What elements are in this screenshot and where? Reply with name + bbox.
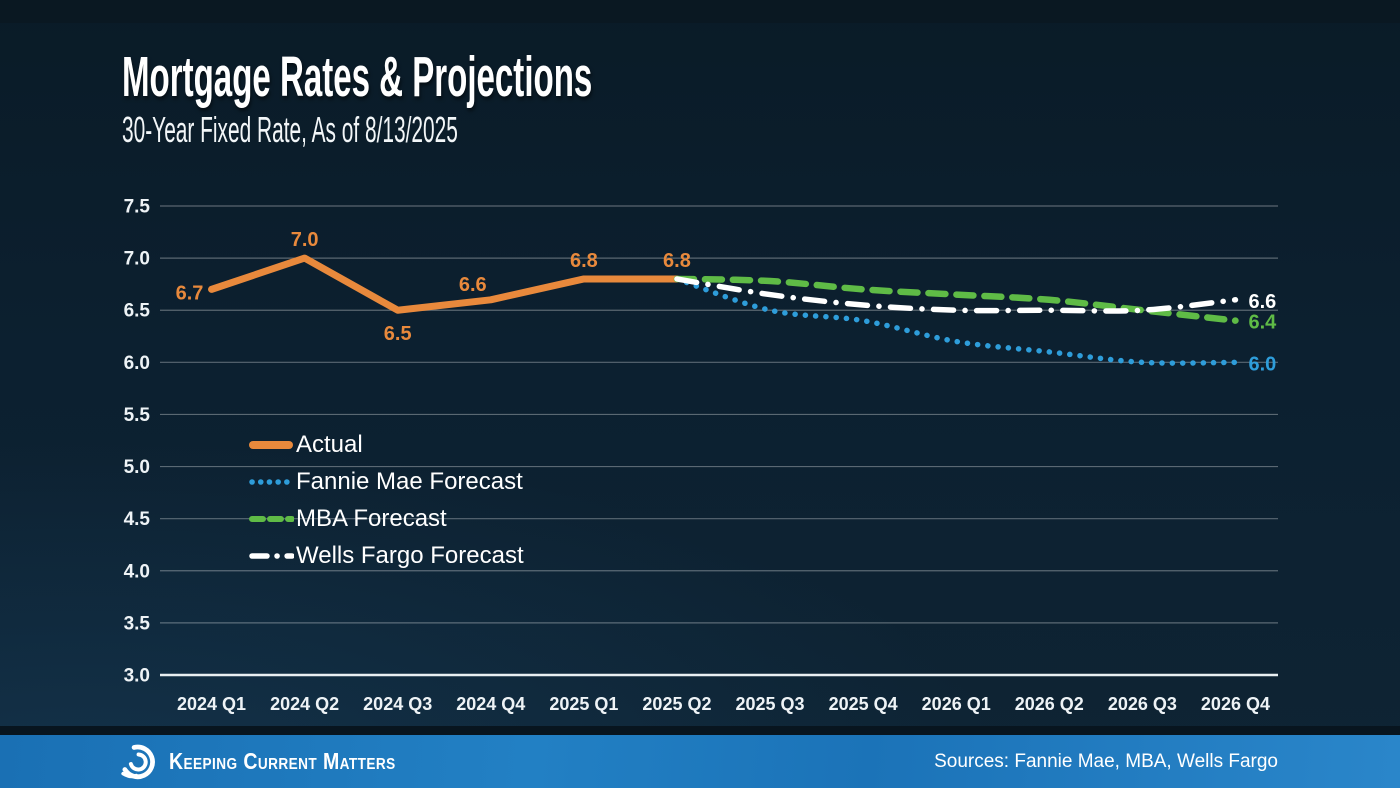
svg-text:2025 Q3: 2025 Q3 xyxy=(736,694,805,714)
dashed-line-swatch-icon xyxy=(249,515,294,522)
svg-text:2026 Q3: 2026 Q3 xyxy=(1108,694,1177,714)
svg-text:7.0: 7.0 xyxy=(124,249,150,270)
page-subtitle: 30-Year Fixed Rate, As of 8/13/2025 xyxy=(122,109,458,150)
svg-text:2024 Q2: 2024 Q2 xyxy=(270,694,339,714)
legend-label-fannie-mae: Fannie Mae Forecast xyxy=(296,467,523,495)
svg-text:2026 Q1: 2026 Q1 xyxy=(922,694,991,714)
chart-legend: Actual Fannie Mae Forecast MBA Forecast … xyxy=(248,426,524,574)
legend-item-wells-fargo: Wells Fargo Forecast xyxy=(248,537,524,574)
svg-text:6.8: 6.8 xyxy=(570,250,598,272)
svg-text:6.8: 6.8 xyxy=(663,250,691,272)
svg-text:6.6: 6.6 xyxy=(459,274,487,296)
svg-text:2024 Q4: 2024 Q4 xyxy=(456,694,525,714)
svg-text:5.5: 5.5 xyxy=(124,405,151,426)
page-title: Mortgage Rates & Projections xyxy=(122,45,593,109)
svg-text:3.0: 3.0 xyxy=(124,666,150,687)
legend-label-mba: MBA Forecast xyxy=(296,504,447,532)
svg-text:7.5: 7.5 xyxy=(124,197,151,218)
kcm-swirl-logo-icon xyxy=(121,744,155,779)
footer: Keeping Current Matters Sources: Fannie … xyxy=(0,735,1400,788)
legend-item-mba: MBA Forecast xyxy=(248,500,524,537)
svg-text:6.0: 6.0 xyxy=(124,353,150,374)
legend-label-actual: Actual xyxy=(296,430,363,458)
svg-text:2025 Q1: 2025 Q1 xyxy=(549,694,618,714)
svg-text:2025 Q4: 2025 Q4 xyxy=(829,694,898,714)
dashdot-line-swatch-icon xyxy=(249,552,294,559)
svg-text:2026 Q4: 2026 Q4 xyxy=(1201,694,1270,714)
legend-label-wells-fargo: Wells Fargo Forecast xyxy=(296,541,524,569)
svg-text:3.5: 3.5 xyxy=(124,613,151,634)
svg-text:4.5: 4.5 xyxy=(124,509,151,530)
svg-text:2024 Q1: 2024 Q1 xyxy=(177,694,246,714)
svg-text:2025 Q2: 2025 Q2 xyxy=(642,694,711,714)
svg-text:7.0: 7.0 xyxy=(291,229,319,251)
pre-footer-strip xyxy=(0,726,1400,735)
svg-text:6.4: 6.4 xyxy=(1248,312,1277,334)
actual-line-swatch-icon xyxy=(249,440,293,449)
top-strip xyxy=(0,0,1400,23)
svg-text:6.5: 6.5 xyxy=(384,323,412,345)
legend-item-actual: Actual xyxy=(248,426,524,463)
legend-item-fannie-mae: Fannie Mae Forecast xyxy=(248,463,524,500)
svg-text:2026 Q2: 2026 Q2 xyxy=(1015,694,1084,714)
brand-name: Keeping Current Matters xyxy=(169,748,396,774)
sources-text: Sources: Fannie Mae, MBA, Wells Fargo xyxy=(934,750,1278,772)
svg-text:6.5: 6.5 xyxy=(124,301,151,322)
dotted-line-swatch-icon xyxy=(249,478,294,485)
svg-text:4.0: 4.0 xyxy=(124,561,150,582)
brand: Keeping Current Matters xyxy=(118,735,436,788)
svg-text:6.0: 6.0 xyxy=(1248,353,1276,375)
svg-text:2024 Q3: 2024 Q3 xyxy=(363,694,432,714)
svg-text:5.0: 5.0 xyxy=(124,457,150,478)
svg-text:6.6: 6.6 xyxy=(1248,291,1276,313)
svg-text:6.7: 6.7 xyxy=(176,282,204,304)
